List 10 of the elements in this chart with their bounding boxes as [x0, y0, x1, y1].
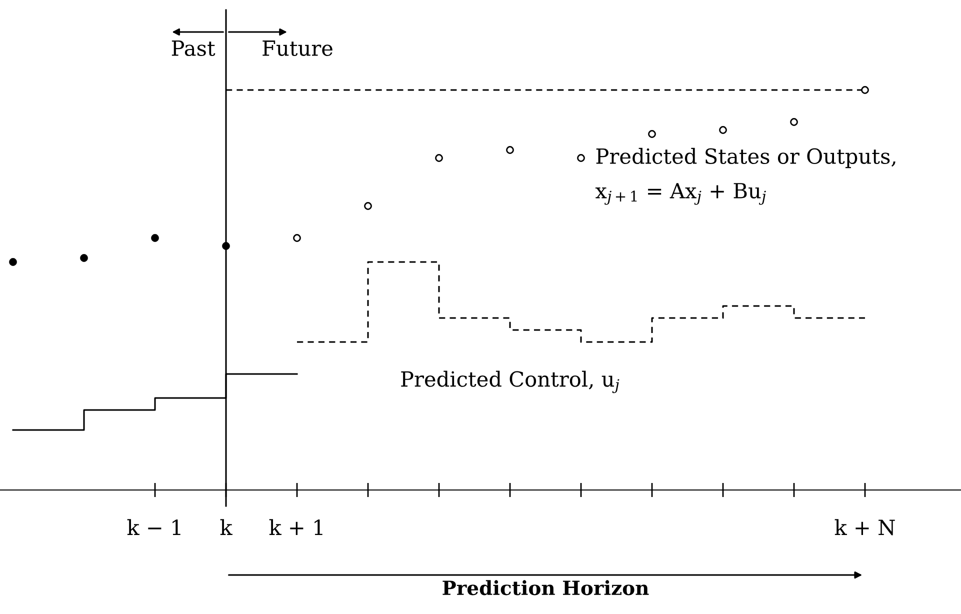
text: Future — [262, 40, 332, 56]
x-tick-label: k − 1 — [127, 519, 180, 535]
x-axis-title: Prediction Horizon — [442, 580, 649, 596]
annotation: x$_{j+1}$ = Ax$_{j}$ + Bu$_{j}$ — [595, 183, 766, 205]
x-tick-label: k + N — [834, 519, 895, 536]
series-label: Predicted Control, u$_{j}$ — [401, 370, 620, 394]
series-label: Predicted States or Outputs, — [596, 148, 896, 168]
x-tick-label: k + 1 — [269, 519, 322, 535]
text: Past — [172, 40, 216, 56]
x-tick-label: k — [220, 519, 232, 535]
